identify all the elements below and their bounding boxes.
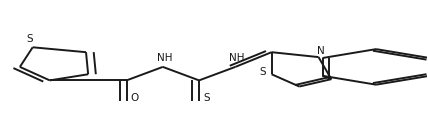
Text: S: S [203, 93, 210, 103]
Text: NH: NH [229, 53, 245, 63]
Text: NH: NH [157, 53, 172, 63]
Text: S: S [26, 34, 33, 44]
Text: S: S [260, 67, 266, 77]
Text: O: O [130, 93, 138, 103]
Text: N: N [317, 46, 324, 56]
